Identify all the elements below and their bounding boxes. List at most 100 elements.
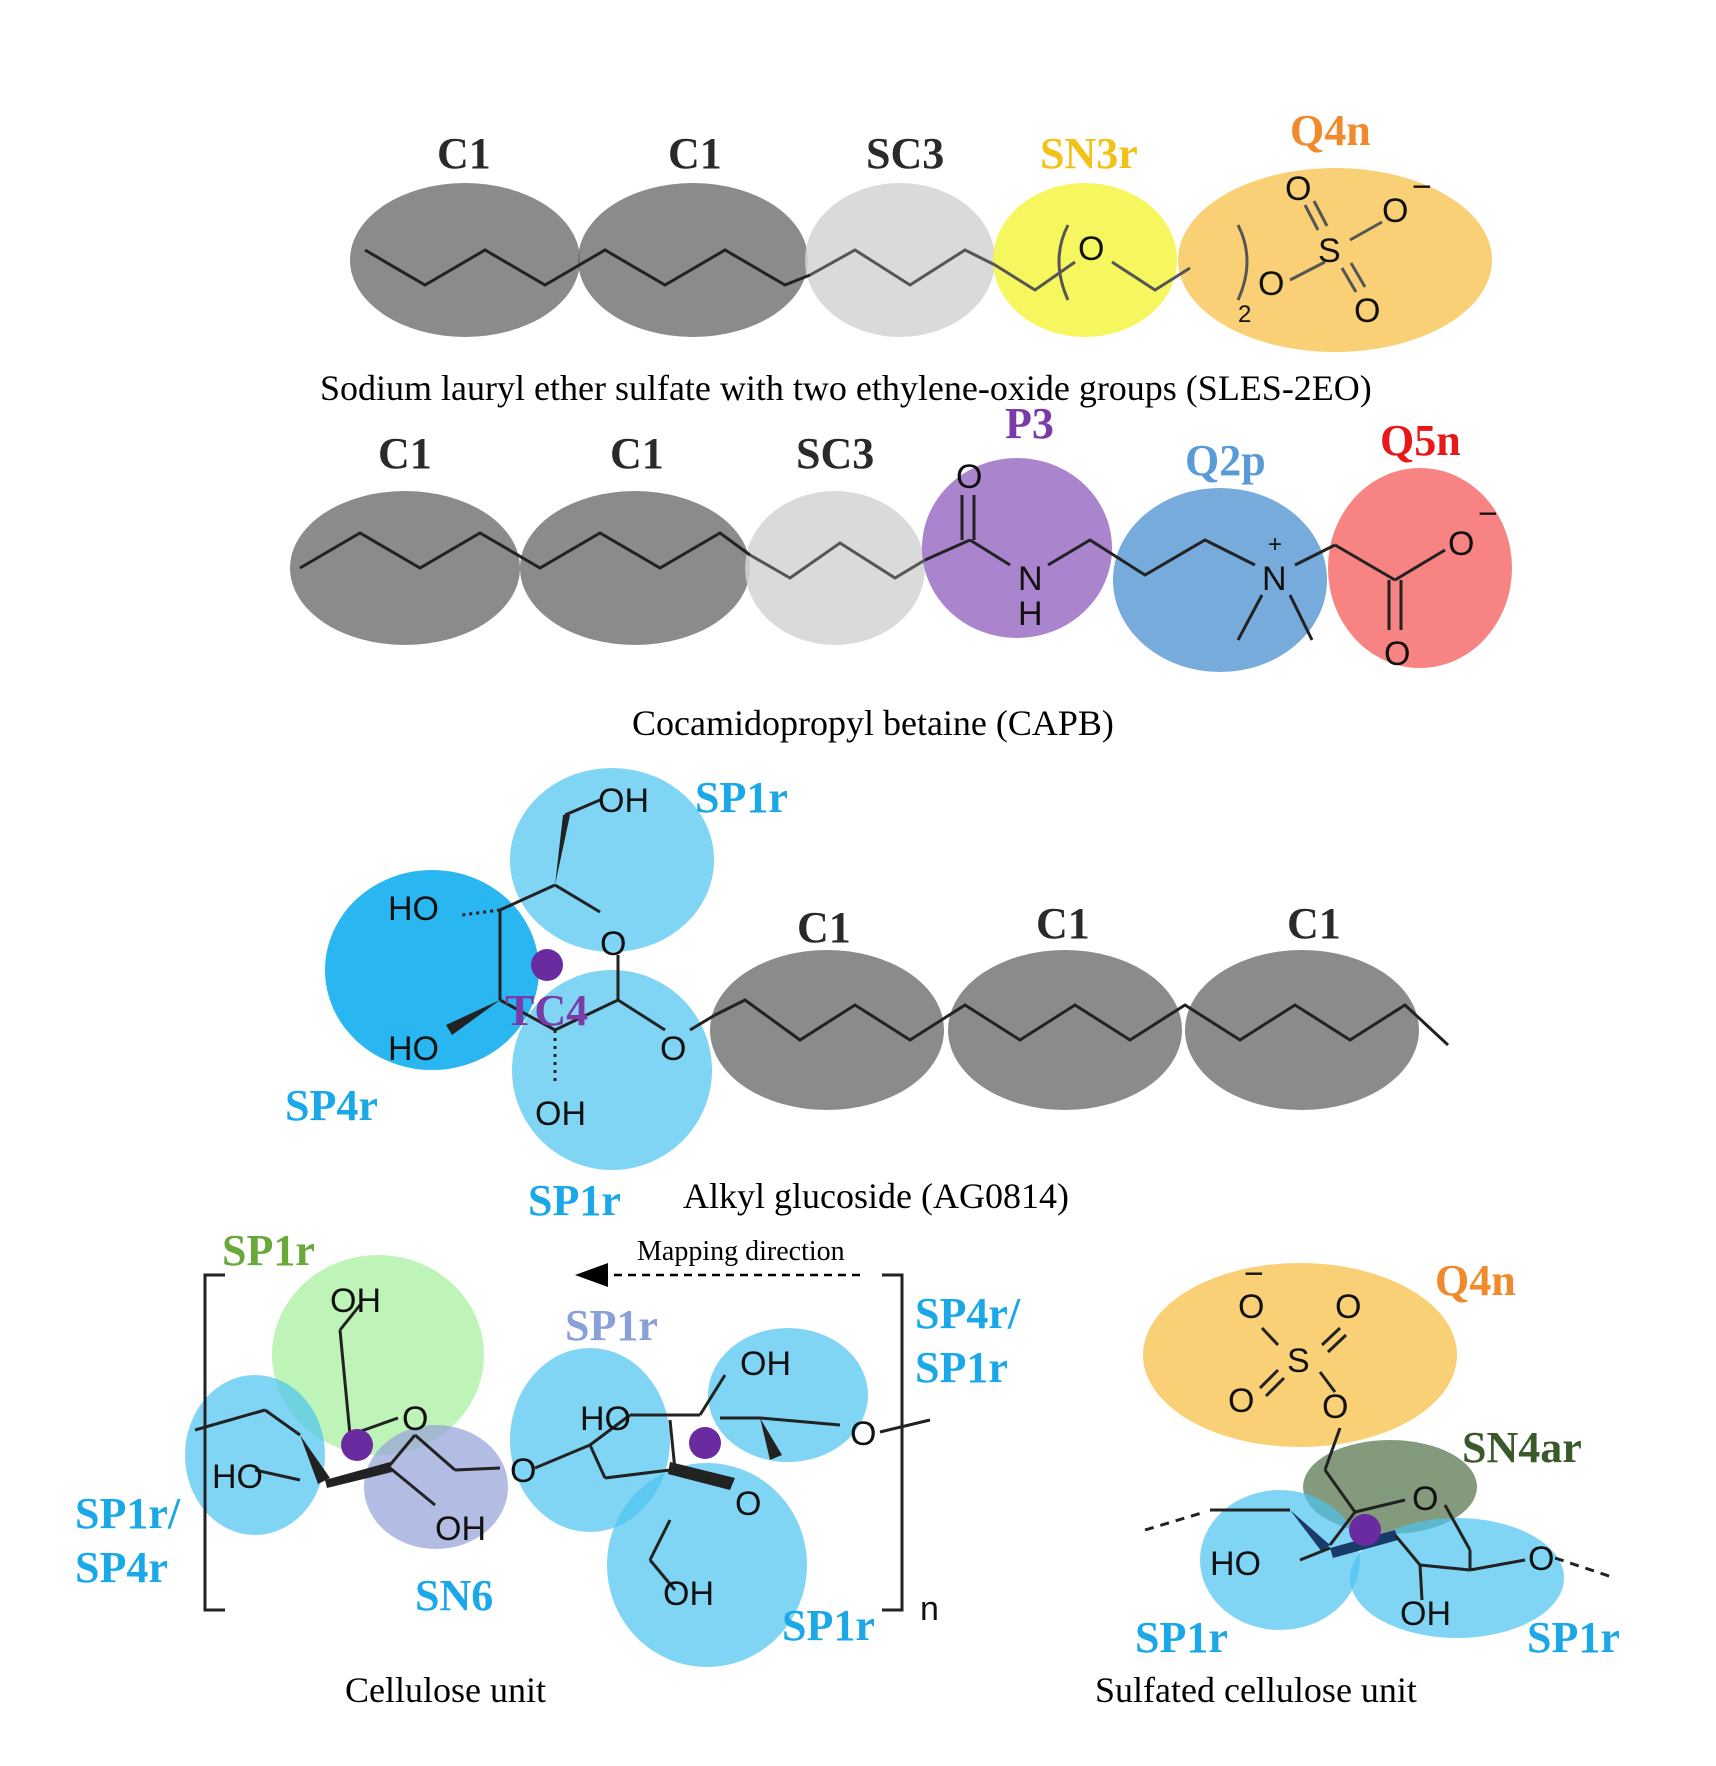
sles-o-bottom: O — [1354, 292, 1380, 330]
ag-label-c1-c: C1 — [1287, 899, 1341, 948]
sulf-chain-left — [1144, 1510, 1206, 1532]
sulf-sulfur: S — [1287, 1342, 1310, 1380]
sulf-s-o3-a — [1258, 1368, 1280, 1390]
cell-bead-sp1r-green — [272, 1255, 484, 1455]
ag-bead-c1-b — [948, 950, 1182, 1110]
cell-bead-sn6 — [364, 1425, 508, 1549]
cell-arrow-label: Mapping direction — [637, 1236, 845, 1267]
capb-amide-n: N — [1018, 560, 1043, 598]
sles-label-c1-a: C1 — [437, 129, 491, 178]
capb-c-o-minus — [1394, 548, 1446, 582]
capb-molecule: O N H N + O − O C1 C1 SC3 P3 Q2p Q5n Coc… — [290, 399, 1512, 743]
capb-bead-q2p — [1113, 488, 1327, 672]
cell-label-sp1r-slash-left: SP1r/ — [75, 1489, 181, 1538]
capb-label-q5n: Q5n — [1380, 416, 1461, 465]
ag-label-c1-a: C1 — [797, 903, 851, 952]
cell-oh-ch2-left: OH — [330, 1282, 381, 1320]
cell-bond-12 — [588, 1444, 607, 1479]
sles-bond-s-o-bottom — [1340, 267, 1358, 293]
cell-ring-o-right: O — [735, 1485, 761, 1523]
ag-c2-c1 — [554, 998, 619, 1032]
ag-oh-bottom: OH — [535, 1095, 586, 1133]
sulf-bead-sp1r-left — [1200, 1490, 1360, 1630]
sles-subscript: 2 — [1238, 301, 1251, 328]
sulf-label-sn4ar: SN4ar — [1462, 1423, 1582, 1472]
cell-bracket-right — [882, 1273, 904, 1612]
sulf-c3-c2 — [1419, 1563, 1471, 1572]
cell-subscript-n: n — [920, 1590, 939, 1628]
sulf-negative-charge: − — [1244, 1255, 1264, 1293]
cell-label-sp4r-left: SP4r — [75, 1543, 168, 1592]
capb-bead-c1-b — [520, 491, 750, 645]
cell-oh-top-right: OH — [740, 1345, 791, 1383]
sles-molecule: O 2 O S O O O − C1 C1 SC3 SN3r Q4n Sodiu… — [320, 106, 1492, 408]
cell-oh-bottom: OH — [663, 1575, 714, 1613]
sulf-label-sp1r-left: SP1r — [1135, 1613, 1228, 1662]
sulf-s-o3-b — [1264, 1376, 1286, 1398]
sles-bond-s-o-top — [1303, 204, 1320, 231]
cell-terminal-o: O — [850, 1415, 876, 1453]
ag-bead-sp1r-bottom — [512, 970, 712, 1170]
cell-bond-9 — [389, 1466, 436, 1507]
cell-label-sp1r-bottom: SP1r — [782, 1601, 875, 1650]
capb-n-ch2 — [1294, 543, 1336, 567]
sulf-s-o2-b — [1326, 1333, 1348, 1354]
sulf-terminal-o: O — [1528, 1540, 1554, 1578]
ag-label-sp1r-bottom: SP1r — [528, 1176, 621, 1225]
sles-bead-c1-b — [578, 183, 808, 337]
cell-ho-left: HO — [212, 1458, 263, 1496]
sles-label-c1-b: C1 — [668, 129, 722, 178]
cell-center-dot-right — [689, 1427, 721, 1459]
cell-bond-11 — [534, 1443, 591, 1470]
cell-bond-4 — [338, 1304, 362, 1331]
sles-bond-s-o-bottom2 — [1349, 262, 1367, 288]
ag-o-chain — [689, 1013, 716, 1032]
sles-bead-q4n — [1178, 168, 1492, 352]
sulf-o-ch2 — [1323, 1427, 1342, 1471]
capb-propyl-bond — [1047, 538, 1256, 577]
cell-ho-right: HO — [580, 1400, 631, 1438]
ag-ho-upper: HO — [388, 890, 439, 928]
sulf-c4-c3 — [1393, 1534, 1422, 1566]
sulf-ring-o: O — [1412, 1480, 1438, 1518]
cell-glycosidic-o: O — [510, 1452, 536, 1490]
cell-wedge-1 — [300, 1435, 330, 1484]
ag-c5-c4 — [499, 883, 556, 912]
sulf-o-link: O — [1322, 1388, 1348, 1426]
capb-plus-charge: + — [1268, 531, 1282, 558]
cell-oh-sn6: OH — [435, 1510, 486, 1548]
ag-caption: Alkyl glucoside (AG0814) — [683, 1176, 1069, 1216]
capb-n-me1 — [1236, 594, 1264, 641]
sles-bracket-right — [1236, 224, 1249, 301]
cell-label-sn6: SN6 — [415, 1571, 493, 1620]
sles-o-top: O — [1285, 170, 1311, 208]
capb-carbonyl-bond — [924, 538, 971, 562]
ag-c3-c2 — [499, 998, 556, 1032]
sles-eo-bond-2 — [1111, 260, 1191, 292]
sles-ether-o1: O — [1078, 230, 1104, 268]
sles-negative-charge: − — [1412, 168, 1432, 206]
capb-negative-charge: − — [1478, 495, 1498, 533]
ag-bead-c1-a — [710, 950, 944, 1110]
capb-caption: Cocamidopropyl betaine (CAPB) — [632, 703, 1114, 743]
cell-bond-19 — [759, 1416, 841, 1427]
cell-bead-sp1r-bottom — [607, 1463, 807, 1667]
capb-ammonium-n: N — [1262, 560, 1287, 598]
ag-oh-top: OH — [598, 782, 649, 820]
cell-bond-17 — [698, 1374, 727, 1416]
sulf-chain-right — [1554, 1556, 1616, 1580]
cell-bond-20 — [879, 1418, 931, 1434]
cell-label-sp1r-lavender: SP1r — [565, 1301, 658, 1350]
cell-bead-sp1r-mid — [510, 1348, 670, 1532]
cell-bond-8 — [454, 1466, 501, 1472]
ag-wedge-c3 — [446, 1000, 500, 1035]
cell-bond-21 — [648, 1519, 672, 1561]
capb-carboxyl-o-minus: O — [1448, 525, 1474, 563]
ag-wedge-ch2 — [555, 815, 570, 885]
ag-label-c1-b: C1 — [1036, 899, 1090, 948]
cell-bond-7 — [414, 1433, 456, 1472]
cell-wedge-4 — [760, 1418, 782, 1460]
ag-c5-o — [554, 883, 601, 914]
